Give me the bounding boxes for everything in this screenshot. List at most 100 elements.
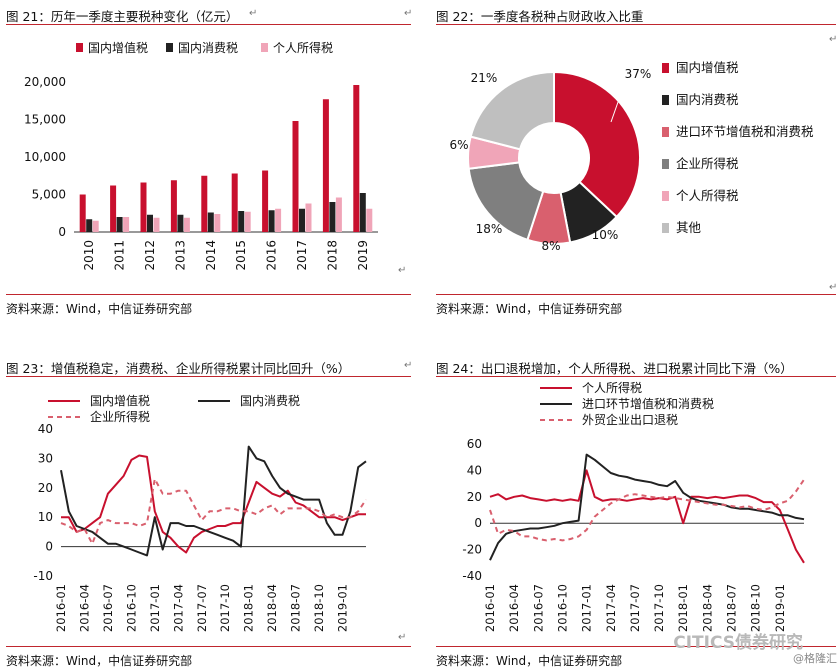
x-tick-label: 2017-04 [604, 584, 618, 632]
legend-label-2: 国内消费税 [178, 41, 238, 55]
y-tick-label: 30 [38, 451, 53, 465]
bar-2012-1 [140, 182, 147, 232]
y-tick-label: 15,000 [24, 113, 66, 127]
bar-2010-2 [86, 219, 93, 232]
bar-2011-3 [123, 217, 130, 232]
figure-21-source-rule [6, 294, 411, 295]
figure-21-title: 图 21：历年一季度主要税种变化（亿元） [6, 9, 239, 24]
bar-2016-1 [262, 170, 269, 232]
x-tick-label: 2016-10 [124, 584, 138, 632]
x-tick-label: 2017-10 [218, 584, 232, 632]
legend-label-6: 其他 [676, 220, 702, 235]
y-tick-label: 20 [467, 490, 482, 504]
x-tick-label: 2016-07 [531, 584, 545, 632]
bar-2010-1 [79, 194, 86, 232]
legend-label-2: 国内消费税 [240, 394, 300, 408]
x-tick-label: 2017-01 [580, 584, 594, 632]
pie-data-label-5: 6% [449, 138, 468, 152]
y-tick-label: 0 [45, 540, 53, 554]
y-tick-label: 10,000 [24, 150, 66, 164]
pie-leader-line [610, 84, 625, 123]
bar-2015-3 [244, 211, 251, 232]
figure-22-title: 图 22：一季度各税种占财政收入比重 [436, 9, 644, 24]
bar-2012-2 [147, 214, 153, 232]
legend-label-3: 个人所得税 [273, 40, 333, 55]
x-tick-label: 2017-07 [628, 584, 642, 632]
series-line-1 [489, 469, 805, 564]
paragraph-mark: ↵ [398, 632, 407, 643]
x-tick-label: 2018-10 [312, 584, 326, 632]
x-tick-label: 2014 [204, 240, 218, 271]
y-tick-label: 40 [38, 422, 53, 436]
paragraph-mark: ↵ [829, 34, 838, 45]
figure-22-title-rule [436, 24, 836, 25]
legend-label-1: 国内增值税 [90, 393, 150, 408]
x-tick-label: 2018-01 [676, 584, 690, 632]
series-line-3 [60, 478, 367, 545]
figure-22-panel: 图 22：一季度各税种占财政收入比重 ↵ 37% 10% 8% 18% 6% 21% 国内增… [436, 0, 839, 325]
y-tick-label: 10 [38, 510, 53, 524]
y-tick-label: 20 [38, 481, 53, 495]
bar-2017-3 [305, 203, 312, 232]
x-tick-label: 2011 [113, 240, 127, 271]
legend-label-1: 国内增值税 [676, 60, 739, 75]
x-tick-label: 2018-04 [700, 584, 714, 632]
figure-22-source-rule [436, 294, 836, 295]
series-line-2 [489, 453, 805, 561]
paragraph-mark: ↵ [404, 360, 413, 371]
x-tick-label: 2016-10 [555, 584, 569, 632]
x-tick-label: 2015 [234, 240, 248, 271]
figure-24-source-rule [436, 646, 836, 647]
figure-21-title-rule [6, 24, 411, 25]
x-tick-label: 2017-07 [195, 584, 209, 632]
bar-2017-1 [292, 121, 299, 232]
bar-2015-1 [231, 173, 238, 232]
legend-label-3: 进口环节增值税和消费税 [676, 124, 814, 139]
x-tick-label: 2016 [265, 240, 279, 271]
y-tick-label: 0 [474, 516, 482, 530]
legend-swatch-1 [662, 63, 669, 73]
y-tick-label: -20 [462, 543, 482, 557]
pie-data-label-3: 8% [541, 239, 560, 253]
x-tick-label: 2018-04 [265, 584, 279, 632]
x-tick-label: 2017-10 [652, 584, 666, 632]
figure-21-source: 资料来源：Wind，中信证券研究部 [6, 302, 193, 316]
figure-23-source-rule [6, 646, 411, 647]
series-line-2 [60, 445, 367, 557]
legend-label-2: 进口环节增值税和消费税 [582, 396, 714, 411]
bar-2017-2 [299, 208, 305, 232]
paragraph-mark: ↵ [249, 8, 258, 19]
legend-swatch-4 [662, 159, 669, 169]
pie-slice-1 [553, 70, 641, 219]
x-tick-label: 2012 [143, 240, 157, 271]
x-tick-label: 2017-04 [171, 584, 185, 632]
y-tick-label: 5,000 [32, 188, 66, 202]
bar-2019-2 [359, 193, 366, 232]
legend-label-2: 国内消费税 [676, 92, 739, 107]
pie-data-label-1: 37% [625, 67, 652, 81]
bar-2011-1 [110, 185, 117, 232]
pie-data-label-6: 21% [471, 71, 498, 85]
figure-23-title: 图 23：增值税稳定，消费税、企业所得税累计同比回升（%） [6, 361, 351, 376]
bar-2019-1 [353, 85, 360, 232]
legend-label-4: 企业所得税 [676, 156, 739, 171]
figure-21-panel: 图 21：历年一季度主要税种变化（亿元） ↵ ↵ 国内增值税 国内消费税 个人所得税… [6, 0, 412, 325]
bar-2018-1 [322, 99, 329, 232]
series-line-1 [61, 454, 366, 554]
bar-2016-3 [275, 208, 282, 232]
x-tick-label: 2016-01 [54, 584, 68, 632]
bar-2013-2 [177, 214, 184, 232]
legend-label-1: 个人所得税 [582, 380, 642, 395]
bar-2019-3 [366, 208, 373, 232]
bar-2018-2 [329, 202, 336, 232]
x-tick-label: 2018-07 [725, 584, 739, 632]
x-tick-label: 2017-01 [148, 584, 162, 632]
x-tick-label: 2010 [82, 240, 96, 271]
bar-2016-2 [268, 210, 275, 232]
bar-2015-2 [238, 211, 245, 232]
x-tick-label: 2016-04 [507, 584, 521, 632]
legend-swatch-1 [76, 43, 83, 52]
bar-2014-2 [207, 212, 214, 232]
